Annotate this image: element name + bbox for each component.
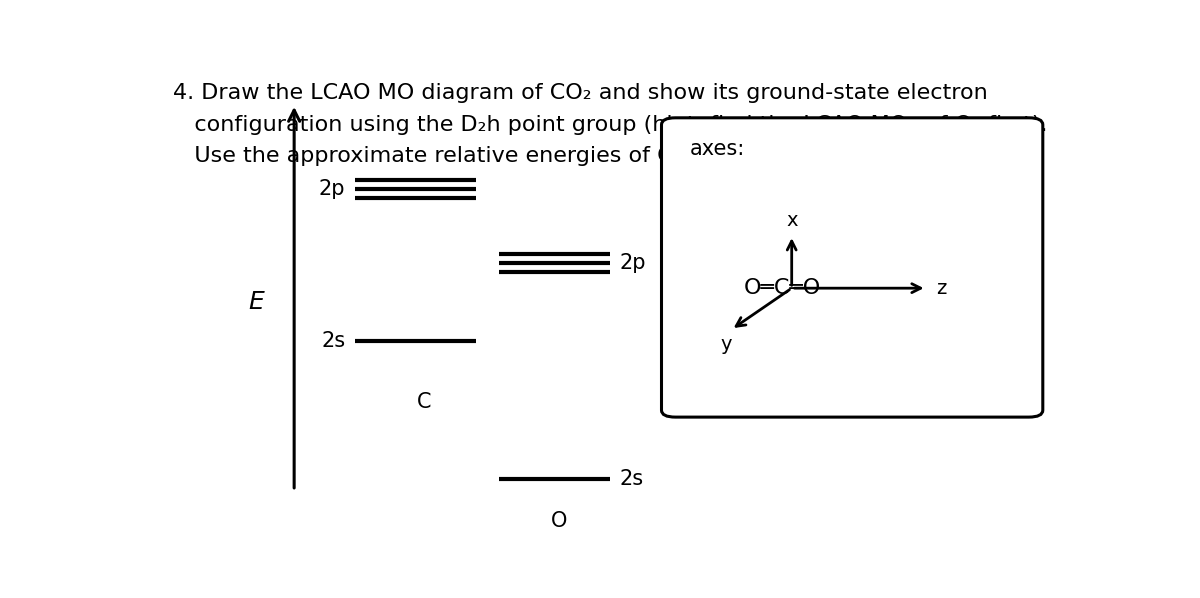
Text: axes:: axes: <box>689 139 745 158</box>
Text: Use the approximate relative energies of C and O orbitals below:: Use the approximate relative energies of… <box>173 146 917 166</box>
Text: $E$: $E$ <box>248 290 266 314</box>
Text: y: y <box>721 335 732 354</box>
Text: z: z <box>936 279 947 298</box>
Text: 4. Draw the LCAO MO diagram of CO₂ and show its ground-state electron: 4. Draw the LCAO MO diagram of CO₂ and s… <box>173 83 988 103</box>
Text: O: O <box>551 511 568 532</box>
Text: 2p: 2p <box>319 179 346 199</box>
Text: 2s: 2s <box>322 331 346 351</box>
Text: configuration using the D₂h point group (hint: find the LCAO MOs of O₂ first).: configuration using the D₂h point group … <box>173 115 1048 135</box>
Text: x: x <box>786 210 798 230</box>
Text: 2p: 2p <box>619 253 646 273</box>
Text: O═C═O: O═C═O <box>744 278 821 298</box>
FancyBboxPatch shape <box>661 118 1043 417</box>
Text: 2s: 2s <box>619 469 643 489</box>
Text: C: C <box>418 392 432 412</box>
